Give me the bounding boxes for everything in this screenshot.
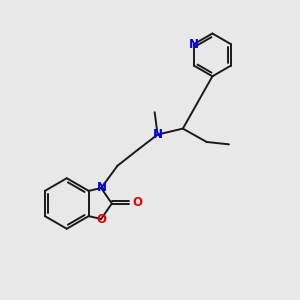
Text: N: N: [153, 128, 163, 141]
Text: O: O: [132, 196, 142, 208]
Text: O: O: [97, 213, 107, 226]
Text: N: N: [189, 38, 199, 51]
Text: N: N: [97, 181, 107, 194]
